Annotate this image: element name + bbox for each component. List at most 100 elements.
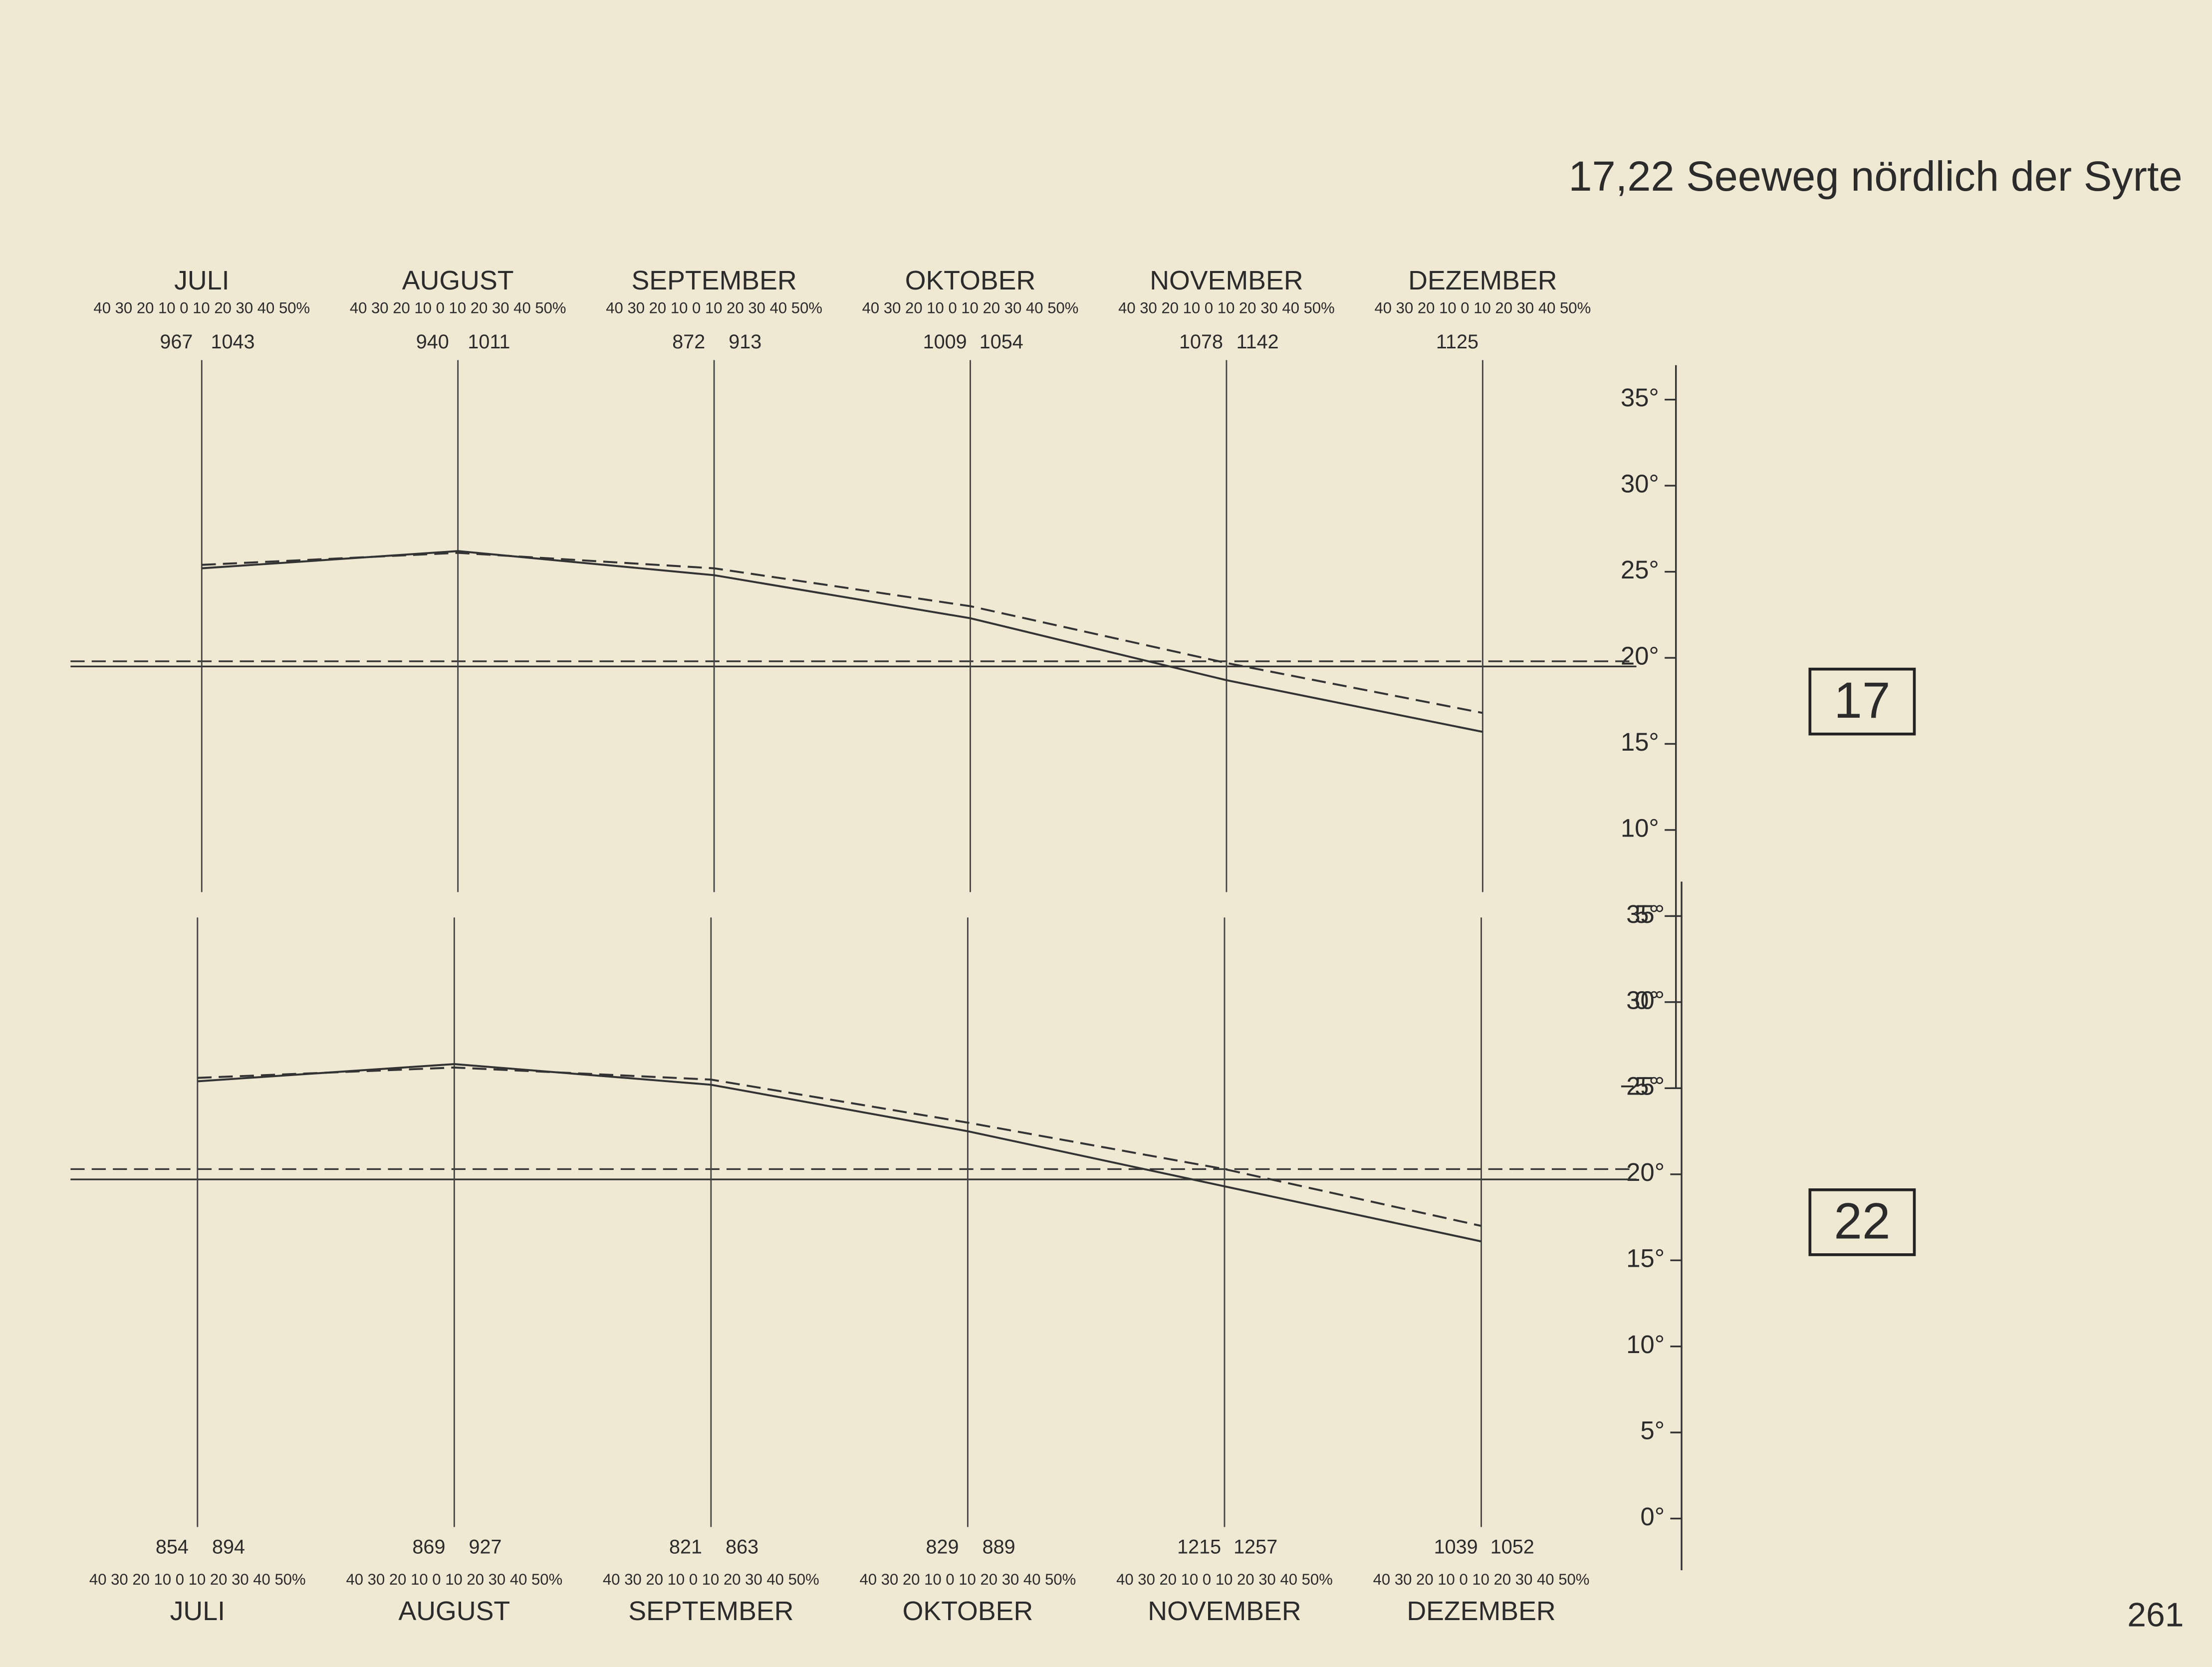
percent-scale-label: 20 — [1495, 299, 1516, 317]
percent-scale-label: 10 — [1181, 1571, 1203, 1588]
percent-scale-label: 0 — [436, 299, 449, 317]
percent-scale-label: 40 — [766, 1571, 788, 1588]
percent-scale-label: 20 — [983, 299, 1004, 317]
month-label: OKTOBER — [903, 1596, 1033, 1626]
panel-label-box — [1808, 667, 1916, 736]
percent-scale-label: 20 — [903, 1571, 924, 1588]
percent-scale: 40 30 20 10 0 10 20 30 40 50% — [346, 1571, 562, 1588]
percent-scale-label: 40 — [1282, 299, 1303, 317]
percent-scale-label: 0 — [946, 1571, 959, 1588]
percent-scale-label: 20 — [727, 299, 748, 317]
observation-count: 1078 — [1179, 331, 1223, 353]
percent-scale-label: 40 — [1280, 1571, 1301, 1588]
percent-scale-label: 40 — [770, 299, 791, 317]
observation-count: 872 — [672, 331, 705, 353]
percent-scale-label: 40 — [862, 299, 884, 317]
percent-scale-label: 20 — [1416, 1571, 1438, 1588]
percent-scale-label: 50% — [279, 299, 310, 317]
month-label: AUGUST — [398, 1596, 510, 1626]
percent-scale-label: 30 — [111, 1571, 132, 1588]
percent-scale-label: 30 — [881, 1571, 903, 1588]
percent-scale-label: 20 — [210, 1571, 232, 1588]
percent-scale-label: 30 — [1004, 299, 1026, 317]
percent-scale-label: 20 — [646, 1571, 667, 1588]
y-tick-label: 20° — [1626, 1158, 1665, 1186]
percent-scale-label: 20 — [1418, 299, 1439, 317]
y-tick-label: 10° — [1621, 814, 1659, 842]
percent-scale-label: 20 — [981, 1571, 1002, 1588]
percent-scale-label: 30 — [492, 299, 513, 317]
percent-scale-label: 10 — [189, 1571, 210, 1588]
y-tick-label: 25° — [1621, 556, 1659, 584]
observation-count: 927 — [469, 1536, 502, 1558]
percent-scale-label: 40 — [93, 299, 115, 317]
percent-scale-label: 20 — [132, 1571, 154, 1588]
percent-scale: 40 30 20 10 0 10 20 30 40 50% — [862, 299, 1079, 317]
percent-scale: 40 30 20 10 0 10 20 30 40 50% — [603, 1571, 819, 1588]
percent-scale-label: 10 — [668, 1571, 689, 1588]
percent-scale-label: 30 — [748, 299, 769, 317]
y-tick-label: 30° — [1621, 470, 1659, 498]
percent-scale-label: 50% — [531, 1571, 562, 1588]
percent-scale-label: 0 — [1461, 299, 1474, 317]
percent-scale-label: 30 — [236, 299, 257, 317]
y-tick-label: 25° — [1626, 1072, 1665, 1101]
percent-scale-label: 20 — [1494, 1571, 1515, 1588]
percent-scale-label: 40 — [1118, 299, 1140, 317]
percent-scale-label: 10 — [1439, 299, 1461, 317]
observation-count: 913 — [729, 331, 761, 353]
percent-scale: 40 30 20 10 0 10 20 30 40 50% — [350, 299, 566, 317]
percent-scale-label: 10 — [414, 299, 436, 317]
percent-scale-label: 10 — [158, 299, 180, 317]
observation-count: 863 — [726, 1536, 758, 1558]
percent-scale: 40 30 20 10 0 10 20 30 40 50% — [606, 299, 822, 317]
panel-label: 22 — [1834, 1192, 1890, 1249]
percent-scale-label: 30 — [368, 1571, 389, 1588]
month-label: OKTOBER — [905, 266, 1036, 295]
percent-scale-label: 30 — [1517, 299, 1538, 317]
percent-scale-label: 30 — [745, 1571, 766, 1588]
percent-scale-label: 0 — [176, 1571, 189, 1588]
percent-scale-label: 10 — [1183, 299, 1205, 317]
percent-scale-label: 10 — [1474, 299, 1495, 317]
y-tick-label: 5° — [1640, 1416, 1665, 1445]
percent-scale-label: 20 — [471, 299, 492, 317]
percent-scale-label: 10 — [705, 299, 727, 317]
percent-scale-label: 30 — [489, 1571, 510, 1588]
percent-scale-label: 40 — [257, 299, 279, 317]
percent-scale-label: 40 — [1023, 1571, 1045, 1588]
percent-scale-label: 0 — [1459, 1571, 1472, 1588]
month-label: SEPTEMBER — [631, 266, 796, 295]
percent-scale-label: 30 — [1395, 1571, 1416, 1588]
percent-scale-label: 40 — [346, 1571, 367, 1588]
percent-scale: 40 30 20 10 0 10 20 30 40 50% — [1116, 1571, 1333, 1588]
percent-scale-label: 40 — [1538, 299, 1560, 317]
percent-scale-label: 20 — [905, 299, 927, 317]
percent-scale-label: 10 — [959, 1571, 980, 1588]
observation-count: 869 — [412, 1536, 445, 1558]
percent-scale-label: 30 — [1002, 1571, 1023, 1588]
percent-scale-label: 30 — [884, 299, 905, 317]
observation-count: 967 — [160, 331, 193, 353]
y-tick-label: 0° — [1635, 986, 1659, 1014]
temperature-line — [197, 1066, 1481, 1227]
percent-scale-label: 20 — [393, 299, 414, 317]
percent-scale-label: 10 — [154, 1571, 176, 1588]
observation-count: 940 — [416, 331, 449, 353]
percent-scale-label: 10 — [1216, 1571, 1237, 1588]
page-number: 261 — [2127, 1596, 2184, 1634]
percent-scale-label: 50% — [1302, 1571, 1333, 1588]
percent-scale-label: 10 — [449, 299, 471, 317]
percent-scale-label: 0 — [689, 1571, 702, 1588]
observation-count: 1142 — [1236, 331, 1279, 353]
month-label: DEZEMBER — [1407, 1596, 1555, 1626]
y-tick-label: 0° — [1640, 1502, 1665, 1531]
panel-label: 17 — [1834, 672, 1890, 729]
percent-scale-label: 40 — [513, 299, 535, 317]
percent-scale-label: 30 — [1396, 299, 1418, 317]
month-label: JULI — [174, 266, 229, 295]
percent-scale-label: 20 — [137, 299, 158, 317]
percent-scale-label: 0 — [432, 1571, 445, 1588]
percent-scale-label: 30 — [115, 299, 137, 317]
percent-scale-label: 30 — [627, 299, 649, 317]
